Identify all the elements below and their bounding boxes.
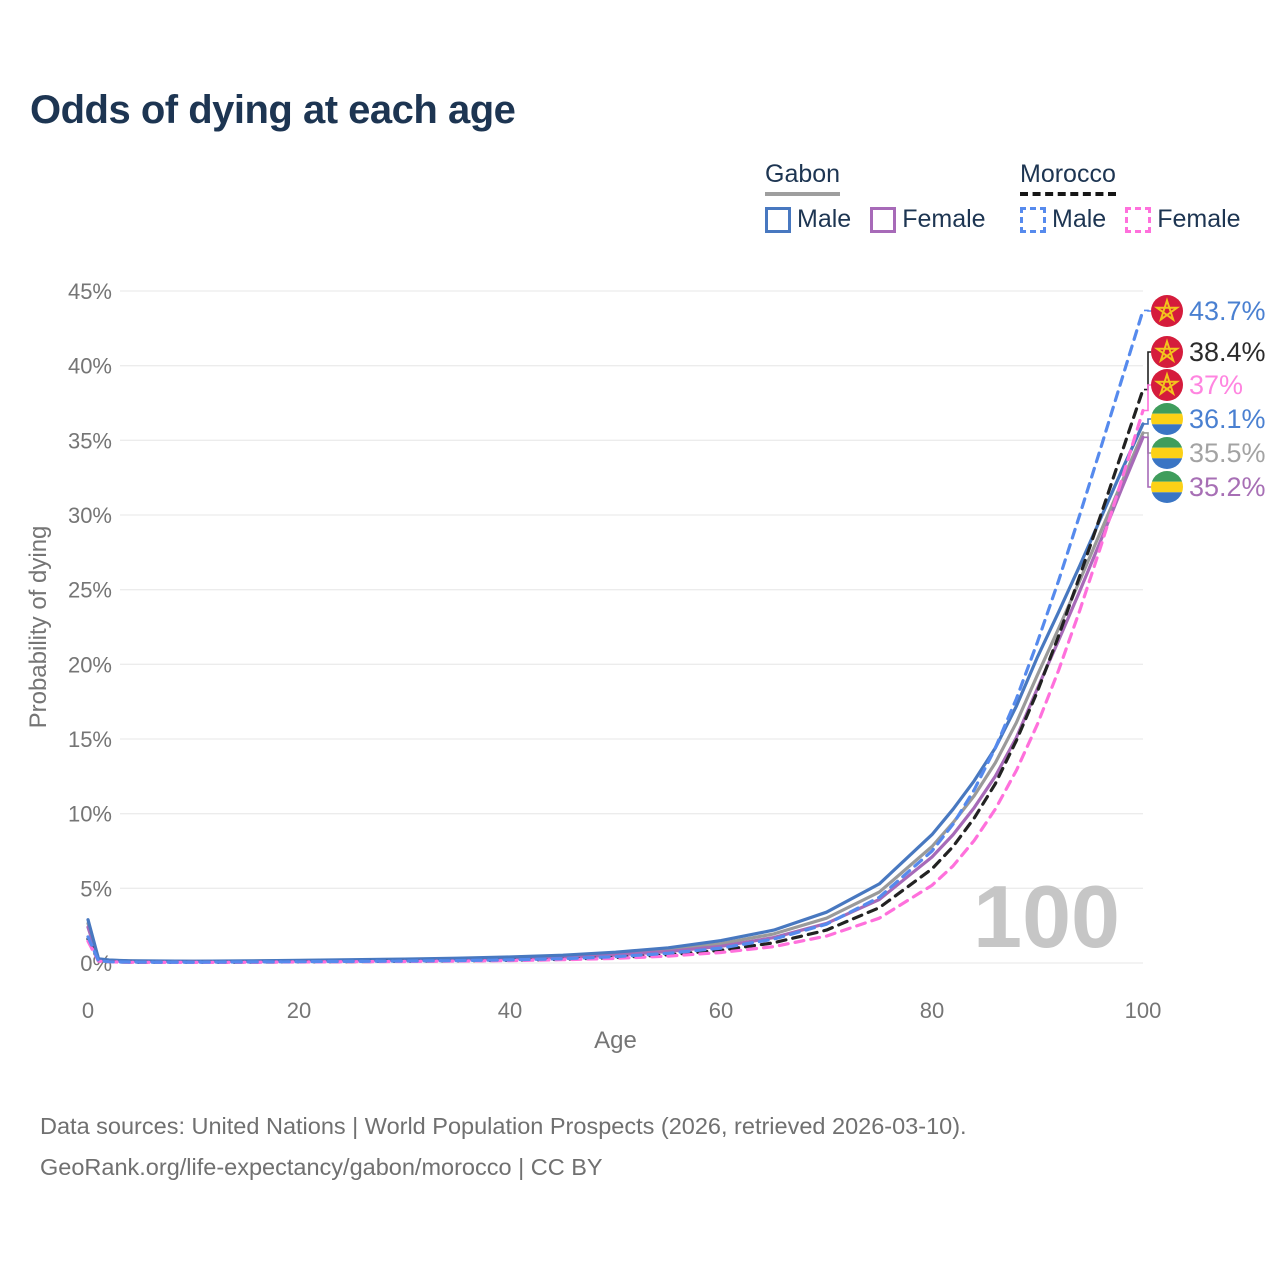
x-tick-label: 60: [709, 998, 733, 1023]
end-label-gabon-male: 36.1%: [1189, 404, 1266, 434]
legend-swatch-gabon-female[interactable]: [870, 206, 897, 233]
legend-label-morocco-female[interactable]: Female: [1157, 205, 1241, 233]
line-chart: 0%5%10%15%20%25%30%35%40%45%0 20 40 60 80 100…: [25, 279, 1266, 1054]
legend-swatch-morocco-male[interactable]: [1020, 206, 1046, 233]
end-label-morocco-male: 43.7%: [1189, 296, 1266, 326]
legend-group-title-gabon: Gabon: [765, 160, 841, 196]
x-tick-label: 20: [287, 998, 311, 1023]
end-label-gabon-female: 35.2%: [1189, 472, 1266, 502]
age-watermark: 100: [973, 867, 1120, 966]
footer-attribution-url: GeoRank.org/life-expectancy/gabon/morocc…: [40, 1154, 603, 1180]
flag-icon-gabon: [1151, 437, 1183, 469]
legend-label-gabon-male[interactable]: Male: [797, 205, 852, 233]
x-tick-label: 100: [1125, 998, 1162, 1023]
flag-icon-gabon: [1151, 403, 1183, 435]
legend-label-morocco-male[interactable]: Male: [1052, 205, 1107, 233]
flag-icon-morocco: [1151, 369, 1183, 401]
leader-line: [1144, 309, 1151, 312]
x-tick-label: 80: [920, 998, 944, 1023]
x-tick-label: 40: [498, 998, 522, 1023]
y-tick-label: 40%: [68, 354, 112, 379]
end-label-gabon-both-sexes: 35.5%: [1189, 438, 1266, 468]
flag-icon-morocco: [1151, 295, 1183, 327]
legend-swatch-morocco-female[interactable]: [1125, 206, 1152, 233]
legend-item-morocco-female[interactable]: Female: [1125, 205, 1241, 234]
end-label-morocco-female: 37%: [1189, 370, 1243, 400]
flag-icon-gabon: [1151, 471, 1183, 503]
y-tick-label: 45%: [68, 279, 112, 304]
y-tick-label: 20%: [68, 652, 112, 677]
y-tick-label: 30%: [68, 503, 112, 528]
footer: Data sources: United Nations | World Pop…: [40, 1106, 967, 1188]
legend: Gabon Male Female Morocco Male Female: [0, 160, 1280, 250]
y-tick-label: 5%: [80, 876, 112, 901]
page-title: Odds of dying at each age: [30, 88, 516, 132]
flag-icon-morocco: [1151, 336, 1183, 368]
y-tick-label: 25%: [68, 578, 112, 603]
legend-group-gabon: Gabon Male Female: [765, 160, 986, 234]
legend-swatch-gabon-male[interactable]: [765, 206, 791, 233]
y-tick-label: 15%: [68, 727, 112, 752]
x-axis-title: Age: [594, 1027, 637, 1054]
legend-item-gabon-male[interactable]: Male: [765, 205, 851, 234]
leader-line: [1144, 418, 1151, 425]
legend-group-title-morocco: Morocco: [1020, 160, 1116, 196]
x-tick-label: 0: [82, 998, 94, 1023]
leader-line: [1144, 384, 1151, 412]
y-tick-label: 35%: [68, 428, 112, 453]
y-tick-label: 10%: [68, 802, 112, 827]
leader-line: [1144, 436, 1151, 488]
leader-line: [1144, 351, 1151, 391]
legend-label-gabon-female[interactable]: Female: [902, 205, 986, 233]
footer-data-sources: Data sources: United Nations | World Pop…: [40, 1113, 967, 1139]
end-label-morocco-both-sexes: 38.4%: [1189, 337, 1266, 367]
series-line-morocco-male[interactable]: [86, 308, 1145, 964]
legend-item-morocco-male[interactable]: Male: [1020, 205, 1106, 234]
y-axis-title: Probability of dying: [25, 526, 52, 729]
legend-group-morocco: Morocco Male Female: [1020, 160, 1241, 234]
legend-item-gabon-female[interactable]: Female: [870, 205, 986, 234]
